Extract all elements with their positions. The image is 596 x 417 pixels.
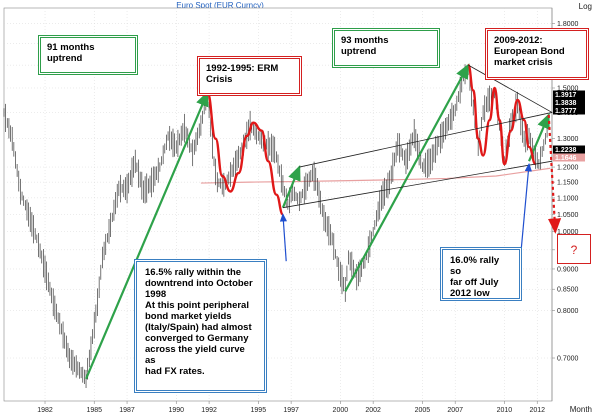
uptrend-arrow <box>344 63 470 292</box>
x-tick-label: 1990 <box>168 407 184 414</box>
price-label-box <box>553 90 585 99</box>
y-tick-label: 0.8500 <box>557 287 579 294</box>
pointer-arrow <box>279 213 288 262</box>
x-tick-label: 2007 <box>447 407 463 414</box>
x-tick-label: 1992 <box>201 407 217 414</box>
forecast-arrow <box>547 114 562 234</box>
price-label: 1.2238 <box>555 147 577 154</box>
annotation-2012-rally: 16.0% rally so far off July 2012 low <box>440 247 522 301</box>
x-tick-label: 1982 <box>37 407 53 414</box>
crisis-curve <box>467 63 537 166</box>
scale-label: Log <box>578 2 592 11</box>
average-line-path <box>200 167 551 184</box>
x-tick-label: 1997 <box>283 407 299 414</box>
price-label: 1.3777 <box>555 108 577 115</box>
x-tick-label: 1985 <box>86 407 102 414</box>
uptrend-arrow <box>85 90 209 380</box>
y-tick-label: 1.2000 <box>557 165 579 172</box>
annotation-93-months: 93 months uptrend <box>332 28 440 68</box>
price-label: 1.1646 <box>555 155 577 162</box>
annotation-euro-crisis: 2009-2012: European Bond market crisis <box>485 28 589 80</box>
y-tick-label: 1.0500 <box>557 212 579 219</box>
overlays <box>85 63 562 380</box>
y-tick-label: 1.5000 <box>557 85 579 92</box>
crisis-curve <box>206 91 285 216</box>
pointer-arrow <box>520 162 532 254</box>
channel-line <box>299 112 553 168</box>
x-tick-label: 1995 <box>251 407 267 414</box>
chart-title: Euro Spot (EUR Curncy) <box>176 1 264 10</box>
annotation-1998-rally: 16.5% rally within the downtrend into Oc… <box>134 259 267 393</box>
y-tick-label: 0.9000 <box>557 266 579 273</box>
x-tick-label: 2010 <box>497 407 513 414</box>
x-tick-label: 2005 <box>415 407 431 414</box>
y-tick-label: 0.8000 <box>557 308 579 315</box>
x-tick-label: 2000 <box>333 407 349 414</box>
price-label-box <box>553 98 585 107</box>
price-label: 1.3838 <box>555 100 577 107</box>
price-label-box <box>553 153 585 162</box>
y-tick-label: 1.1500 <box>557 180 579 187</box>
y-tick-label: 1.3000 <box>557 136 579 143</box>
x-tick-label: 2012 <box>529 407 545 414</box>
channel-line <box>282 160 553 209</box>
x-tick-label: 1987 <box>119 407 135 414</box>
average-line <box>200 167 551 184</box>
x-ticks: 1982 1985 1987 1990 1992 1995 1997 2000 2002 2005… <box>37 401 545 414</box>
uptrend-arrow <box>281 165 301 209</box>
question-box: ? <box>557 234 591 264</box>
price-label-box <box>553 106 585 115</box>
x-tick-label: 2002 <box>365 407 381 414</box>
channel-line <box>468 64 553 113</box>
y-tick-label: 1.0000 <box>557 229 579 236</box>
y-tick-label: 1.1000 <box>557 195 579 202</box>
y-tick-label: 1.8000 <box>557 21 579 28</box>
price-label: 1.3917 <box>555 92 577 99</box>
price-label-box <box>553 145 585 154</box>
price-series <box>3 64 550 388</box>
annotation-91-months: 91 months uptrend <box>38 35 138 75</box>
x-axis-label: Month <box>569 405 592 414</box>
annotation-erm-crisis: 1992-1995: ERM Crisis <box>197 56 302 96</box>
y-tick-label: 0.7000 <box>557 356 579 363</box>
